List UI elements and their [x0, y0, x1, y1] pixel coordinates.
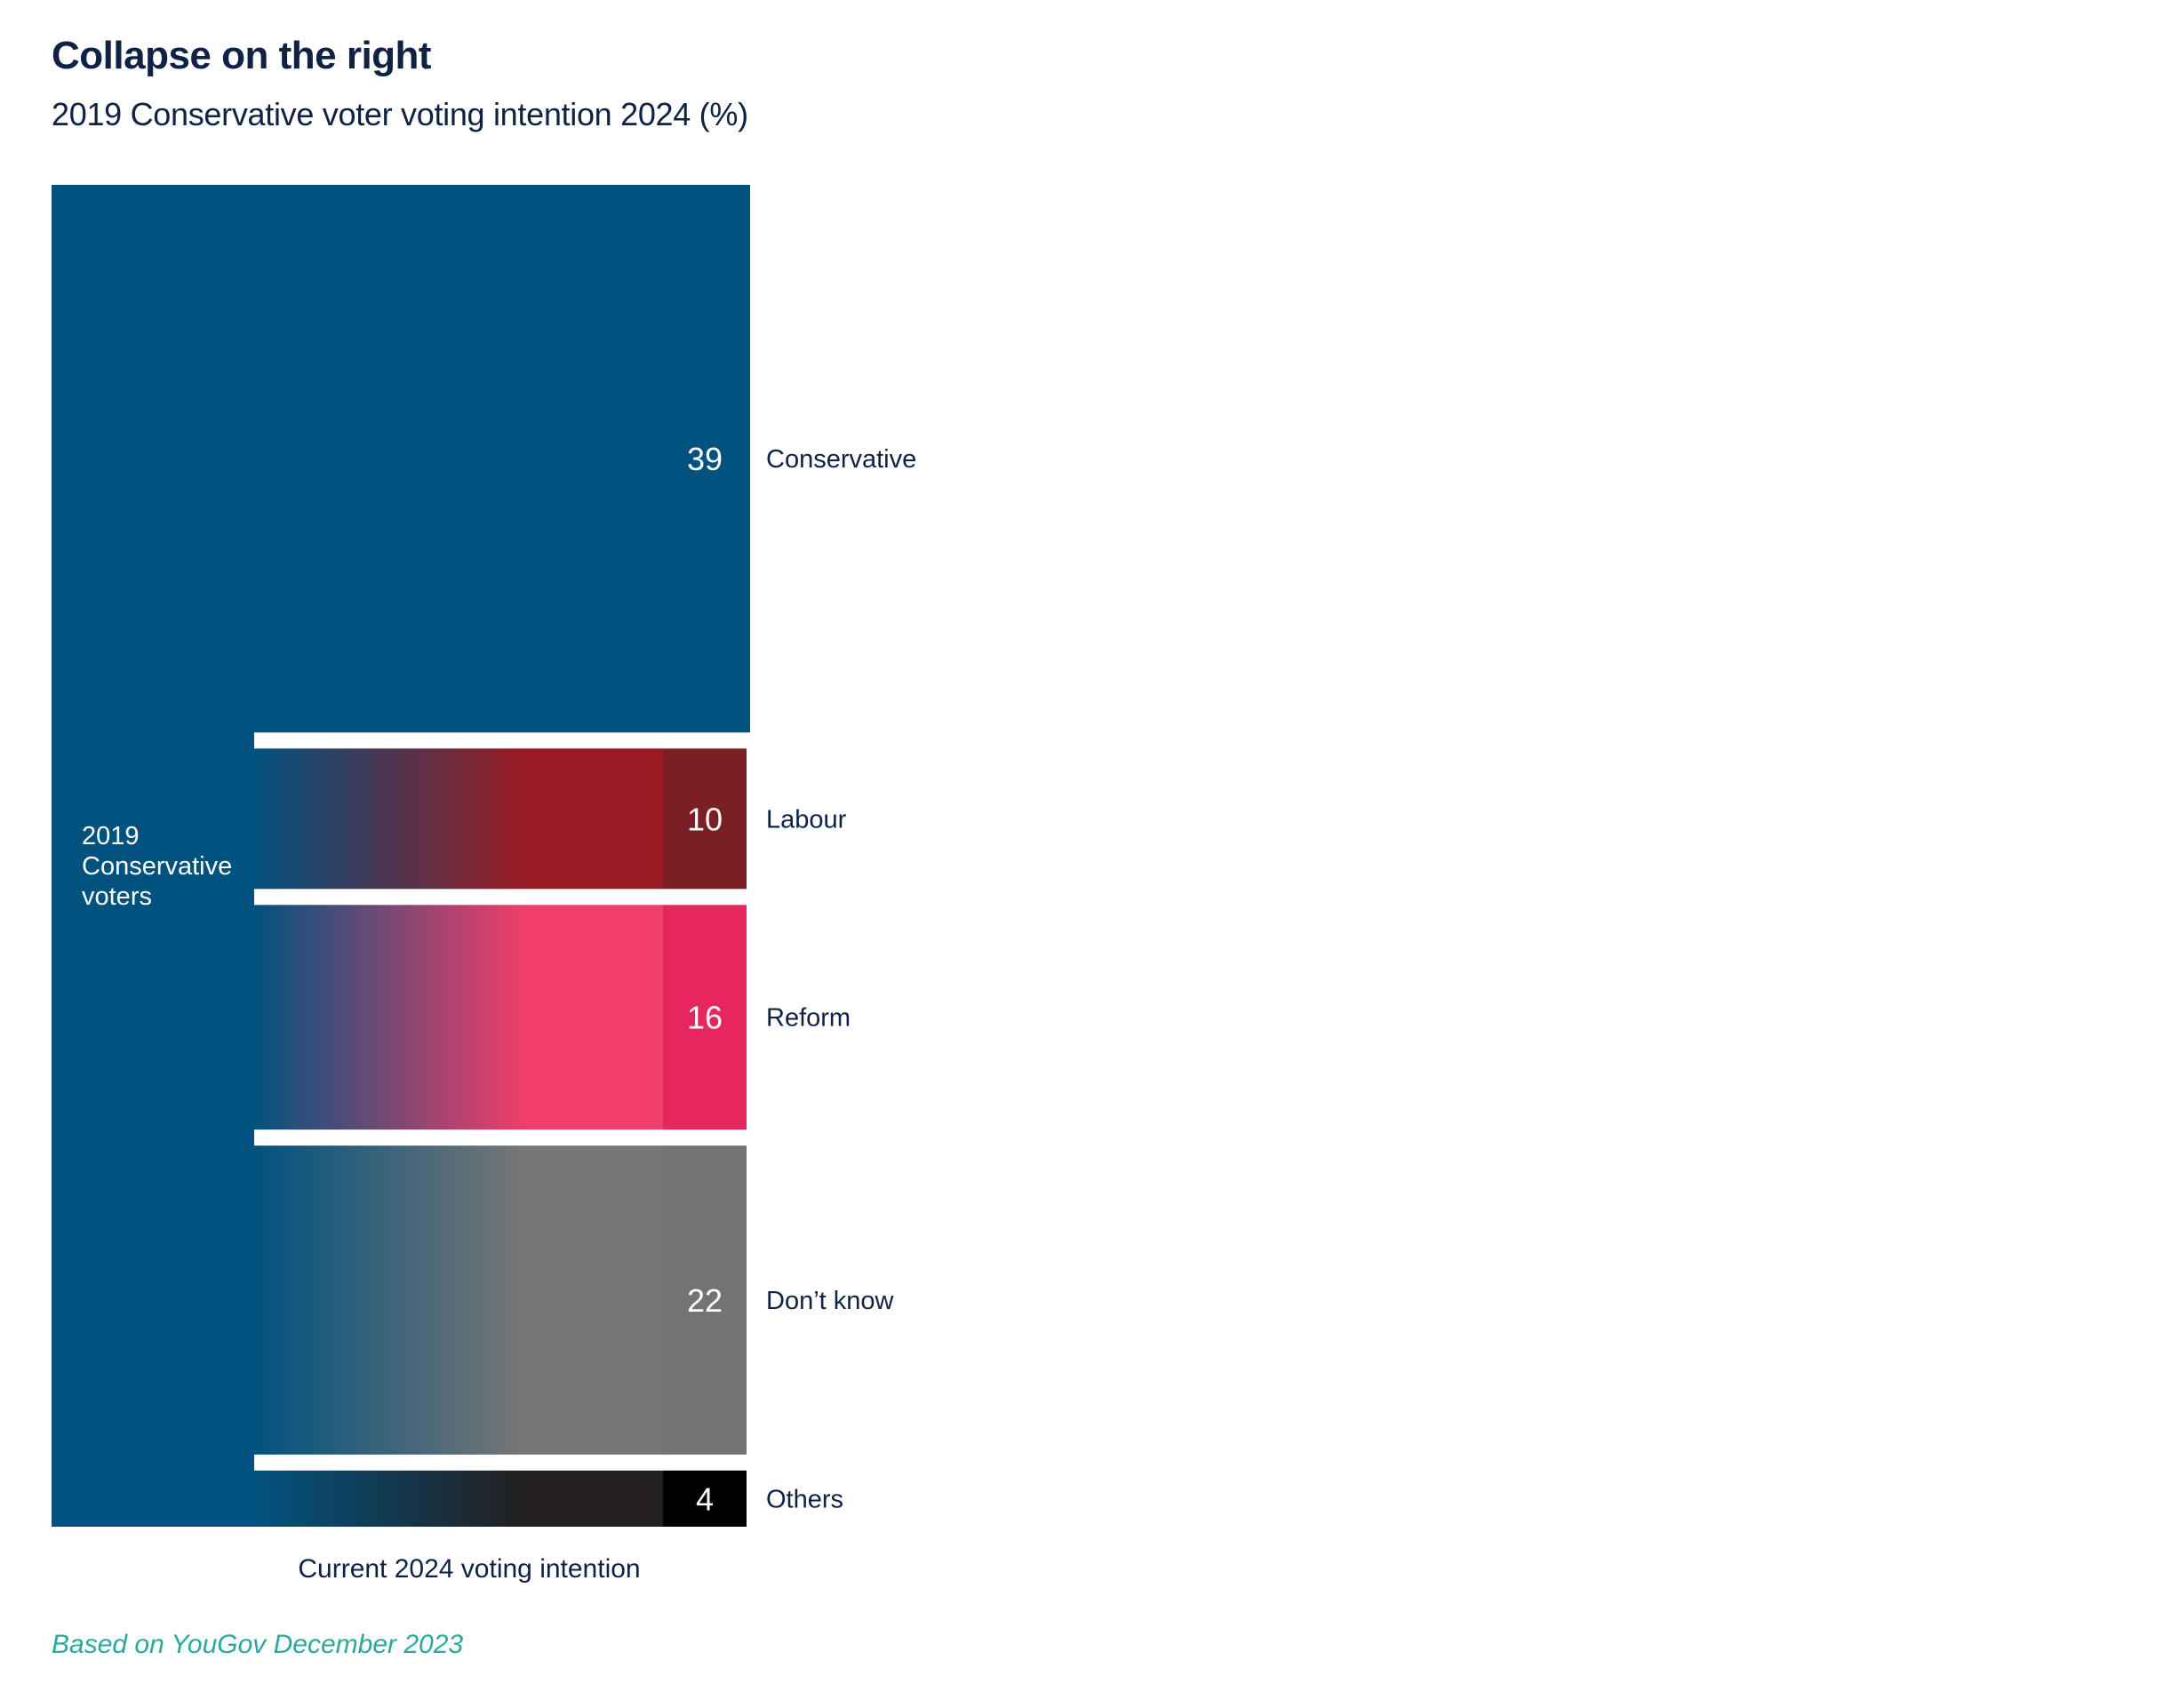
- bar-others: [663, 1470, 747, 1527]
- bar-reform: [663, 905, 747, 1130]
- flow-others: [254, 1470, 663, 1527]
- category-label-others: Others: [766, 1485, 843, 1513]
- bar-conservative: [663, 185, 750, 733]
- flow-don-t-know: [254, 1145, 663, 1455]
- x-axis-label: Current 2024 voting intention: [298, 1554, 640, 1584]
- category-label-reform: Reform: [766, 1004, 851, 1033]
- category-label-labour: Labour: [766, 805, 847, 834]
- flow-labour: [254, 748, 663, 890]
- chart-title: Collapse on the right: [52, 34, 432, 77]
- flow-reform: [254, 905, 663, 1130]
- value-label-conservative: 39: [687, 441, 723, 477]
- source-note: Based on YouGov December 2023: [52, 1630, 464, 1659]
- category-label-conservative: Conservative: [766, 445, 916, 474]
- bar-don-t-know: [663, 1145, 747, 1455]
- value-label-reform: 16: [687, 1000, 723, 1036]
- value-label-labour: 10: [687, 801, 723, 837]
- bar-labour: [663, 748, 747, 890]
- source-bar: [52, 185, 254, 1527]
- value-label-don-t-know: 22: [687, 1282, 723, 1319]
- category-label-don-t-know: Don’t know: [766, 1287, 895, 1315]
- chart-subtitle: 2019 Conservative voter voting intention…: [52, 96, 748, 132]
- flow-conservative: [254, 185, 663, 733]
- source-bar-label: 2019 Conservative voters: [82, 822, 232, 911]
- value-label-others: 4: [696, 1481, 714, 1517]
